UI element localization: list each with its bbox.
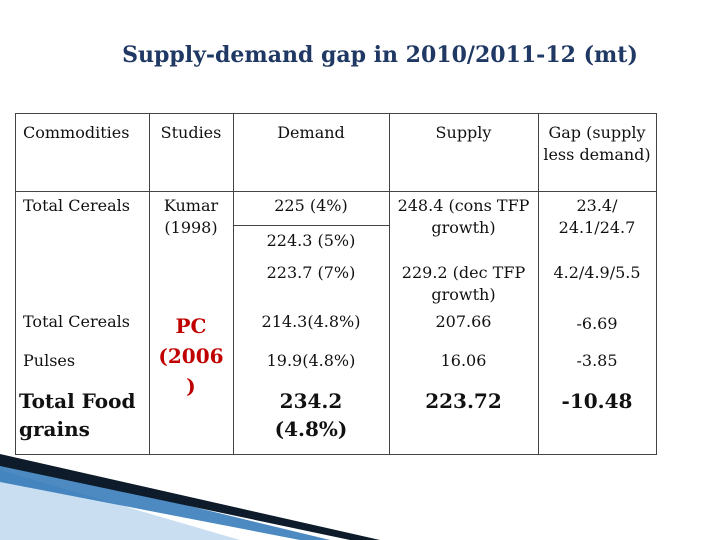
pc-cereals-demand: 214.3(4.8%): [261, 312, 361, 331]
col-divider: [149, 114, 150, 454]
food-grains-supply: 223.72: [425, 389, 502, 413]
food-grains-gap: -10.48: [561, 389, 633, 413]
kumar-study: Kumar (1998): [149, 195, 233, 239]
col-divider: [389, 114, 390, 454]
kumar-gap-1: 23.4/ 24.1/24.7: [538, 195, 656, 239]
food-grains-demand: 234.2 (4.8%): [233, 387, 389, 443]
food-grains-commodity: Total Food grains: [19, 387, 149, 443]
kumar-demand-3: 223.7 (7%): [266, 263, 356, 282]
supply-demand-table: Commodities Studies Demand Supply Gap (s…: [15, 113, 657, 455]
pc-cereals-gap: -6.69: [576, 314, 618, 333]
header-gap-line2: less demand): [543, 145, 651, 164]
header-gap: Gap (supply less demand): [538, 122, 656, 166]
kumar-gap-1-line1: 23.4/: [576, 196, 618, 215]
swoosh-dark-band: [0, 454, 380, 540]
slide-title: Supply-demand gap in 2010/2011-12 (mt): [122, 42, 638, 68]
kumar-supply-1: 248.4 (cons TFP growth): [389, 195, 538, 239]
kumar-supply-1-line2: growth): [431, 218, 496, 237]
kumar-commodity: Total Cereals: [23, 196, 130, 215]
decorative-swoosh: [0, 454, 380, 540]
pc-pulses-supply: 16.06: [440, 351, 487, 370]
pc-pulses-gap: -3.85: [576, 351, 618, 370]
header-studies: Studies: [160, 123, 222, 142]
kumar-supply-2-line2: growth): [431, 285, 496, 304]
header-supply: Supply: [435, 123, 492, 142]
pc-study-line2: (2006: [158, 344, 224, 368]
pc-study-line3: ): [186, 374, 196, 398]
kumar-gap-1-line2: 24.1/24.7: [558, 218, 636, 237]
pc-cereals-supply: 207.66: [435, 312, 492, 331]
pc-cereals-commodity: Total Cereals: [23, 312, 130, 331]
col-divider: [233, 114, 234, 454]
kumar-study-line1: Kumar: [163, 196, 219, 215]
kumar-supply-2-line1: 229.2 (dec TFP: [401, 263, 526, 282]
food-grains-line2: grains: [19, 417, 90, 441]
food-grains-demand-line1: 234.2: [279, 389, 343, 413]
pc-study-line1: PC: [175, 314, 207, 338]
kumar-demand-1: 225 (4%): [274, 196, 348, 215]
pc-pulses-commodity: Pulses: [23, 351, 76, 370]
kumar-supply-1-line1: 248.4 (cons TFP: [397, 196, 530, 215]
pc-study: PC (2006 ): [149, 311, 233, 401]
kumar-demand-2: 224.3 (5%): [266, 231, 356, 250]
food-grains-demand-line2: (4.8%): [274, 417, 348, 441]
header-demand: Demand: [277, 123, 345, 142]
demand-row-divider: [234, 225, 389, 226]
pc-pulses-demand: 19.9(4.8%): [266, 351, 356, 370]
food-grains-line1: Total Food: [19, 389, 136, 413]
header-commodities: Commodities: [23, 123, 130, 142]
kumar-gap-2: 4.2/4.9/5.5: [553, 263, 641, 282]
header-gap-line1: Gap (supply: [548, 123, 646, 142]
col-divider: [538, 114, 539, 454]
kumar-study-line2: (1998): [164, 218, 218, 237]
kumar-supply-2: 229.2 (dec TFP growth): [389, 262, 538, 306]
header-divider: [16, 191, 656, 192]
